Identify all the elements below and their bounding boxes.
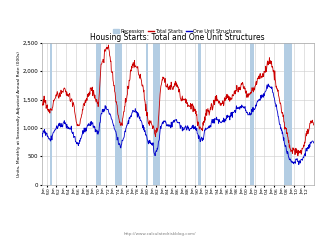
Bar — [198, 43, 201, 185]
Bar — [251, 43, 254, 185]
Bar — [96, 43, 100, 185]
Legend: Recession, Total Starts, One Unit Structures: Recession, Total Starts, One Unit Struct… — [112, 27, 244, 36]
Bar — [116, 43, 122, 185]
Bar — [153, 43, 160, 185]
Bar — [284, 43, 292, 185]
Title: Housing Starts: Total and One Unit Structures: Housing Starts: Total and One Unit Struc… — [90, 33, 265, 42]
Text: http://www.calculatedriskblog.com/: http://www.calculatedriskblog.com/ — [124, 232, 196, 236]
Bar — [146, 43, 148, 185]
Y-axis label: Units, Monthly at Seasonally Adjusted Annual Rate (000s): Units, Monthly at Seasonally Adjusted An… — [17, 51, 21, 177]
Bar — [50, 43, 52, 185]
